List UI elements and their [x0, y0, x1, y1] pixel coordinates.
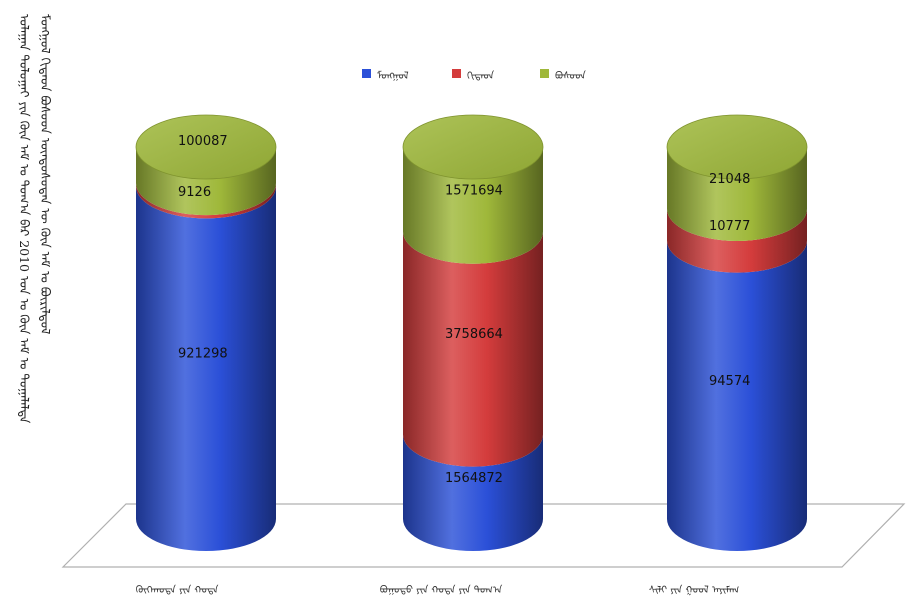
- chart-title-line-2: ᠮᠣᠩᠭᠣᠯ ᠬᠢᠲᠠᠳ ᠪᠤᠰᠤᠳ ᠦᠨᠳᠦᠰᠦᠲᠡᠨ ᠦ ᠬᠦᠨ ᠠᠮ ᠤ …: [38, 14, 53, 335]
- value-label-2-0: 94574: [709, 374, 750, 389]
- bar-segment-1-2: [403, 147, 543, 264]
- bar-segment-2-2: [667, 147, 807, 241]
- value-label-0-1: 9126: [178, 185, 211, 200]
- bar-segment-2-1: [667, 208, 807, 273]
- value-label-2-1: 10777: [709, 219, 750, 234]
- bar-cap-0: [135, 114, 277, 180]
- legend-label-1: ᠬᠢᠲᠠᠳ: [467, 71, 495, 82]
- value-label-0-2: 100087: [178, 134, 228, 149]
- legend-item-1: ᠬᠢᠲᠠᠳ: [452, 64, 494, 82]
- bar-segment-2-0: [667, 240, 807, 552]
- legend-item-0: ᠮᠣᠩᠭᠣᠯ: [362, 64, 409, 82]
- legend-swatch-1: [452, 68, 461, 78]
- legend-swatch-2: [540, 68, 549, 78]
- value-label-1-1: 3758664: [445, 327, 503, 342]
- legend-label-2: ᠪᠤᠰᠤᠳ: [555, 71, 586, 82]
- bar-cap-1: [402, 114, 544, 180]
- category-label-1: ᠪᠣᠭᠣᠲᠣ ᠶᠢᠨ ᠬᠣᠲᠠ ᠶᠢᠨ ᠲᠣᠭ᠎ᠠ: [379, 585, 503, 596]
- bar-cap-2: [666, 114, 808, 180]
- chart-title: ᠤᠯᠠᠭᠠᠨ ᠲᠣᠯᠣᠭᠠᠢ ᠶᠢᠨ ᠬᠦᠨ ᠠᠮ ᠤ ᠲᠣᠭ᠎ᠠ ᠪᠡᠷ 20…: [14, 14, 56, 604]
- value-label-2-2: 21048: [709, 172, 750, 187]
- value-label-0-0: 921298: [178, 347, 228, 362]
- bar-segment-1-1: [403, 231, 543, 467]
- value-label-1-0: 1564872: [445, 471, 503, 486]
- chart-title-line-1: ᠤᠯᠠᠭᠠᠨ ᠲᠣᠯᠣᠭᠠᠢ ᠶᠢᠨ ᠬᠦᠨ ᠠᠮ ᠤ ᠲᠣᠭ᠎ᠠ ᠪᠡᠷ 20…: [17, 14, 32, 424]
- bar-segment-0-0: [136, 186, 276, 551]
- category-label-2: ᠰᠢᠯᠢ ᠶᠢᠨ ᠭᠣᠣᠯ ᠠᠶᠢᠮᠠᠭ: [648, 585, 740, 596]
- bar-segment-1-0: [403, 434, 543, 551]
- legend-item-2: ᠪᠤᠰᠤᠳ: [540, 64, 586, 82]
- legend-swatch-0: [362, 68, 371, 78]
- legend-label-0: ᠮᠣᠩᠭᠣᠯ: [377, 71, 409, 82]
- value-label-1-2: 1571694: [445, 183, 503, 198]
- category-label-0: ᠬᠥᠬᠡᠬᠣᠲᠠ ᠶᠢᠨ ᠬᠣᠲᠠ: [135, 585, 219, 596]
- bar-segment-0-2: [136, 147, 276, 216]
